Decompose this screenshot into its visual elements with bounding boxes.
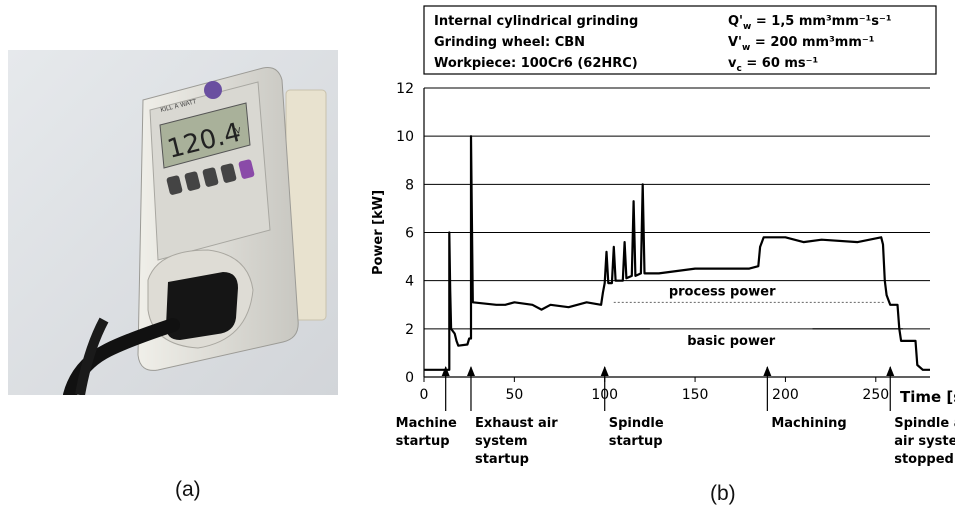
power-time-chart: Internal cylindrical grinding Grinding w… [360,0,955,480]
y-axis-label: Power [kW] [371,190,386,275]
annotation-arrowhead [467,366,475,376]
annotation-label: Spindle and [894,416,955,431]
parameter-left-1: Internal cylindrical grinding [434,14,638,29]
parameter-box: Internal cylindrical grinding Grinding w… [424,6,936,74]
parameter-left-3: Workpiece: 100Cr6 (62HRC) [434,56,638,71]
power-meter-photo: KILL A WATT 120.4 V [8,50,338,395]
basic-power-label: basic power [687,334,776,349]
annotations: Machine startup Exhaust air system startup Sp… [396,366,955,467]
panel-label-a: (a) [175,478,201,502]
x-tick-label: 0 [420,387,429,403]
y-tick-label: 6 [405,226,414,242]
annotation-arrowhead [601,366,609,376]
annotation-label: Machining [771,416,846,431]
x-tick-label: 50 [505,387,523,403]
annotation-label: air system [894,434,955,449]
brand-logo [204,81,222,99]
annotation-arrowhead [763,366,771,376]
y-tick-label: 4 [405,274,414,290]
x-tick-label: 250 [862,387,889,403]
panel-label-b: (b) [710,482,736,506]
x-axis-label: Time [s] [900,388,955,406]
reference-lines: process power basic power [473,284,903,348]
y-tick-label: 0 [405,370,414,386]
y-tick-label: 10 [396,129,414,145]
annotation-label: system [475,434,528,449]
annotation-label: Machine [396,416,457,431]
x-tick-label: 200 [772,387,799,403]
y-tick-label: 2 [405,322,414,338]
annotation-label: Exhaust air [475,416,558,431]
annotation-label: startup [396,434,450,449]
x-tick-label: 150 [682,387,709,403]
process-power-label: process power [669,284,776,299]
power-series-line [424,136,930,370]
annotation-label: startup [475,452,529,467]
annotation-label: stopped [894,452,954,467]
annotation-label: startup [609,434,663,449]
y-tick-label: 8 [405,177,414,193]
annotation-label: Spindle [609,416,664,431]
annotation-arrowhead [886,366,894,376]
y-tick-label: 12 [396,81,414,97]
series [424,136,930,370]
parameter-left-2: Grinding wheel: CBN [434,35,585,50]
